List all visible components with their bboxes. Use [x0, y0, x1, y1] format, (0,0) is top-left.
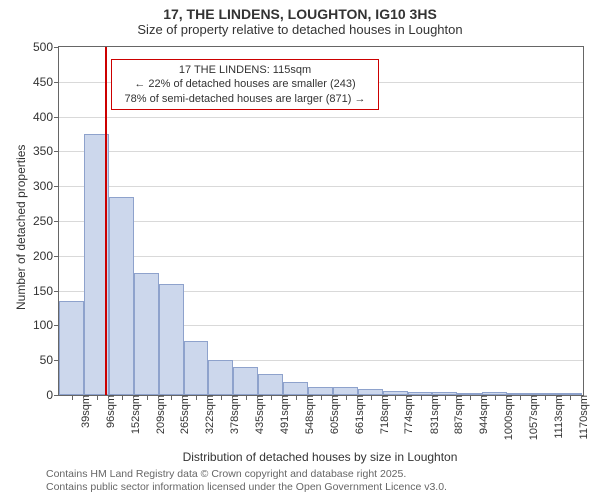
ytick-label: 200 [33, 249, 59, 263]
histogram-bar [283, 382, 308, 395]
ytick-label: 500 [33, 40, 59, 54]
xtick-mark [570, 395, 571, 400]
ytick-label: 50 [40, 353, 59, 367]
xtick-label: 1170sqm [574, 395, 590, 439]
xtick-label: 1057sqm [524, 395, 540, 440]
xtick-mark [495, 395, 496, 400]
xtick-mark [545, 395, 546, 400]
xtick-mark [346, 395, 347, 400]
xtick-label: 548sqm [300, 395, 316, 434]
xtick-label: 1000sqm [499, 395, 515, 440]
ytick-label: 400 [33, 110, 59, 124]
xtick-label: 265sqm [175, 395, 191, 434]
xtick-label: 661sqm [350, 395, 366, 434]
gridline-h [59, 186, 583, 187]
plot-area: 05010015020025030035040045050039sqm96sqm… [58, 46, 584, 396]
xtick-mark [221, 395, 222, 400]
marker-line [105, 47, 107, 395]
ytick-label: 300 [33, 179, 59, 193]
histogram-bar [208, 360, 233, 395]
xtick-mark [122, 395, 123, 400]
xtick-label: 1113sqm [549, 395, 565, 439]
xtick-label: 378sqm [225, 395, 241, 434]
ytick-label: 350 [33, 144, 59, 158]
xtick-mark [171, 395, 172, 400]
xtick-label: 322sqm [200, 395, 216, 434]
page-subtitle: Size of property relative to detached ho… [0, 22, 600, 39]
gridline-h [59, 221, 583, 222]
xtick-mark [196, 395, 197, 400]
xtick-mark [371, 395, 372, 400]
annotation-line: ← 22% of detached houses are smaller (24… [118, 77, 372, 91]
x-axis-label: Distribution of detached houses by size … [58, 450, 582, 464]
footer-line-2: Contains public sector information licen… [46, 481, 447, 493]
histogram-bar [184, 341, 209, 395]
xtick-label: 887sqm [449, 395, 465, 434]
xtick-mark [72, 395, 73, 400]
annotation-line: 17 THE LINDENS: 115sqm [118, 63, 372, 77]
histogram-bar [159, 284, 184, 395]
xtick-mark [246, 395, 247, 400]
xtick-label: 152sqm [126, 395, 142, 434]
histogram-bar [109, 197, 134, 395]
xtick-label: 435sqm [250, 395, 266, 434]
xtick-label: 944sqm [474, 395, 490, 434]
xtick-label: 96sqm [101, 395, 117, 428]
chart-container: 17, THE LINDENS, LOUGHTON, IG10 3HS Size… [0, 0, 600, 500]
xtick-mark [470, 395, 471, 400]
histogram-bar [333, 387, 358, 395]
annotation-box: 17 THE LINDENS: 115sqm← 22% of detached … [111, 59, 379, 110]
xtick-mark [271, 395, 272, 400]
ytick-label: 100 [33, 318, 59, 332]
ytick-label: 450 [33, 75, 59, 89]
xtick-mark [147, 395, 148, 400]
xtick-label: 491sqm [275, 395, 291, 434]
xtick-label: 831sqm [425, 395, 441, 434]
xtick-label: 605sqm [325, 395, 341, 434]
xtick-label: 39sqm [76, 395, 92, 428]
gridline-h [59, 256, 583, 257]
page-title: 17, THE LINDENS, LOUGHTON, IG10 3HS [0, 0, 600, 22]
xtick-mark [421, 395, 422, 400]
histogram-bar [59, 301, 84, 395]
xtick-mark [445, 395, 446, 400]
ytick-label: 150 [33, 284, 59, 298]
xtick-mark [296, 395, 297, 400]
xtick-label: 774sqm [399, 395, 415, 434]
histogram-bar [233, 367, 258, 395]
y-axis-label: Number of detached properties [14, 145, 28, 310]
ytick-label: 250 [33, 214, 59, 228]
histogram-bar [258, 374, 283, 395]
xtick-mark [97, 395, 98, 400]
xtick-label: 718sqm [375, 395, 391, 434]
xtick-mark [520, 395, 521, 400]
ytick-label: 0 [46, 388, 59, 402]
histogram-bar [308, 387, 333, 395]
histogram-bar [134, 273, 159, 395]
gridline-h [59, 117, 583, 118]
annotation-line: 78% of semi-detached houses are larger (… [118, 92, 372, 106]
xtick-mark [321, 395, 322, 400]
xtick-label: 209sqm [151, 395, 167, 434]
footer-line-1: Contains HM Land Registry data © Crown c… [46, 468, 406, 480]
xtick-mark [395, 395, 396, 400]
gridline-h [59, 151, 583, 152]
